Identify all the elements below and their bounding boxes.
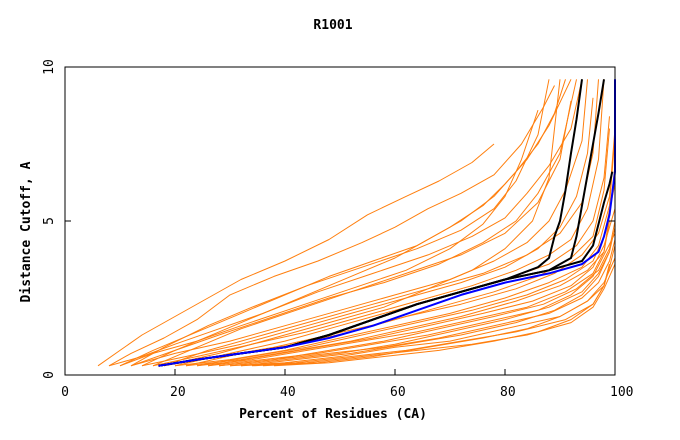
series-line-orange-29 — [273, 263, 610, 367]
x-tick-label: 0 — [61, 385, 69, 400]
chart-title: R1001 — [313, 18, 352, 33]
series-layer — [97, 79, 616, 367]
ticks-layer: 0 20 40 60 80 100 0 5 10 — [42, 59, 633, 400]
series-line-orange-6 — [130, 79, 588, 367]
series-line-orange-5 — [119, 109, 539, 367]
series-line-orange-4 — [108, 79, 566, 367]
series-line-orange-18 — [141, 79, 577, 367]
x-tick-label: 20 — [170, 385, 186, 400]
x-tick-label: 40 — [280, 385, 296, 400]
series-line-orange-26 — [229, 227, 616, 367]
series-line-orange-22 — [185, 128, 616, 367]
series-line-blue-35 — [158, 79, 616, 367]
series-line-orange-27 — [240, 251, 610, 367]
x-axis-label: Percent of Residues (CA) — [239, 407, 427, 422]
y-tick-label: 10 — [42, 59, 57, 75]
series-line-orange-3 — [130, 79, 583, 367]
series-line-orange-19 — [152, 100, 572, 367]
series-line-orange-24 — [207, 208, 616, 367]
series-line-orange-0 — [97, 143, 495, 367]
series-line-orange-30 — [130, 79, 550, 367]
y-tick-label: 5 — [42, 217, 57, 225]
series-line-orange-10 — [174, 134, 616, 367]
x-tick-label: 80 — [500, 385, 516, 400]
y-axis-label: Distance Cutoff, A — [19, 161, 34, 302]
series-line-orange-28 — [262, 257, 616, 367]
series-line-orange-7 — [141, 97, 594, 367]
series-line-orange-9 — [163, 128, 610, 367]
x-tick-label: 100 — [610, 385, 633, 400]
series-line-black-32 — [158, 79, 583, 367]
series-line-orange-12 — [196, 220, 610, 367]
series-line-orange-14 — [218, 239, 616, 367]
y-tick-label: 0 — [42, 371, 57, 379]
series-line-orange-1 — [108, 85, 555, 367]
x-tick-label: 60 — [390, 385, 406, 400]
series-line-orange-25 — [218, 220, 616, 367]
series-line-orange-31 — [163, 79, 561, 367]
series-line-orange-2 — [119, 79, 572, 367]
